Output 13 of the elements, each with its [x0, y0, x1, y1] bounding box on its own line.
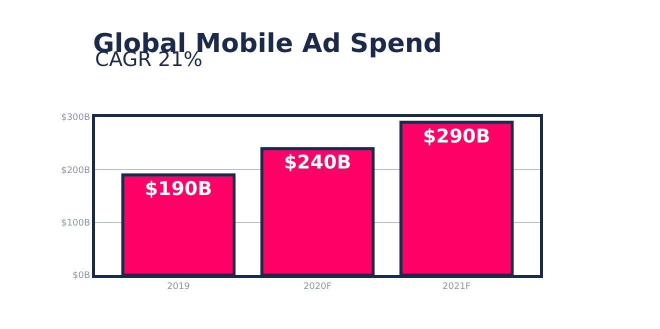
y-tick-label: $0B — [72, 271, 90, 282]
bar — [260, 147, 375, 275]
x-tick-label: 2021F — [442, 282, 471, 292]
data-label: $240B — [284, 152, 352, 174]
y-tick-label: $100B — [61, 218, 90, 228]
bar — [399, 120, 514, 275]
data-label: $190B — [144, 178, 212, 200]
y-tick-label: $300B — [61, 113, 90, 124]
data-label: $290B — [422, 125, 490, 148]
x-tick-label: 2019 — [166, 282, 190, 292]
y-tick-label: $200B — [61, 166, 90, 176]
bar — [121, 173, 236, 275]
x-tick-label: 2020F — [303, 282, 332, 292]
